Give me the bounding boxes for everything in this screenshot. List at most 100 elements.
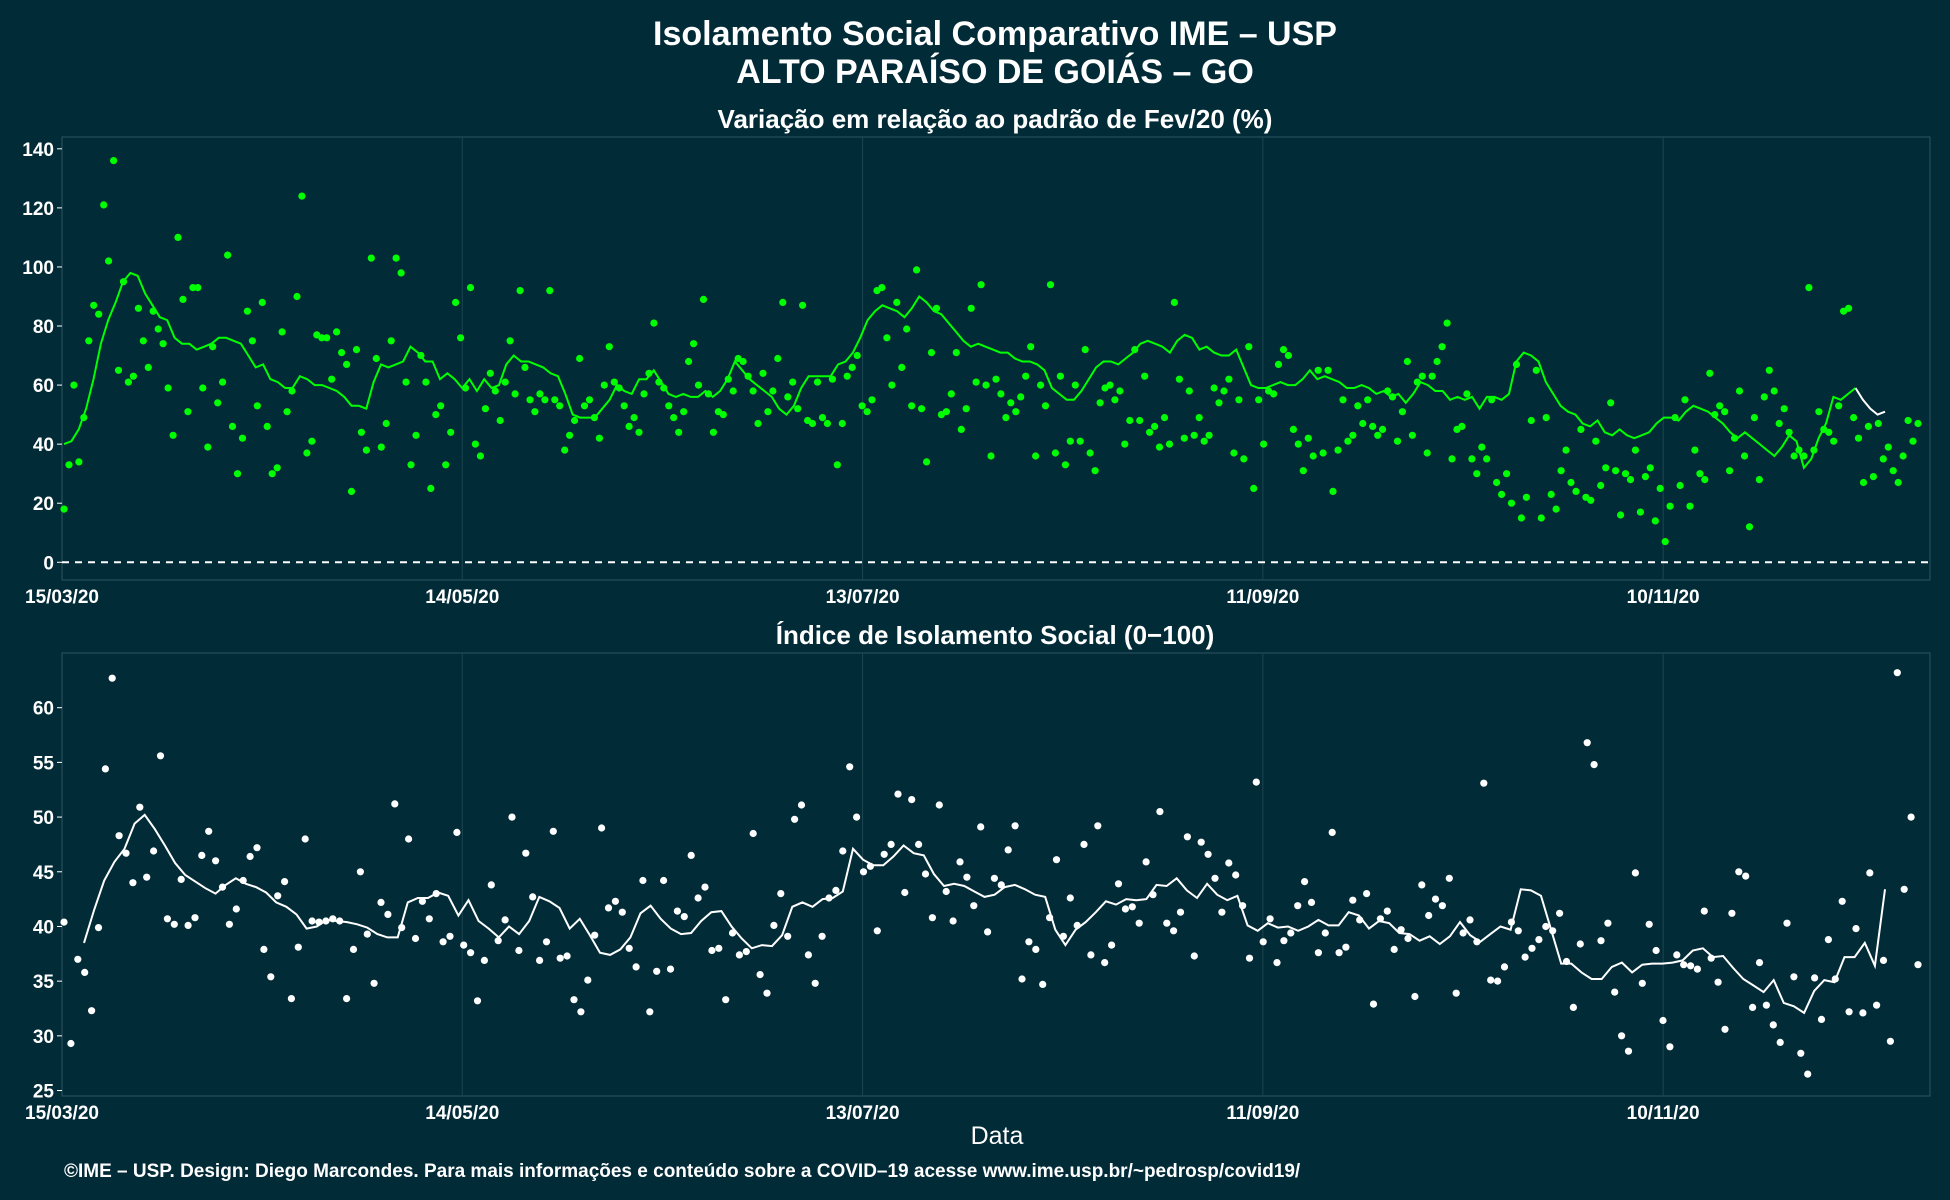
data-point	[1557, 467, 1565, 475]
data-point	[1473, 470, 1481, 478]
data-point	[1037, 381, 1045, 389]
data-point	[80, 414, 88, 422]
data-point	[1463, 390, 1471, 398]
data-point	[105, 257, 113, 265]
data-point	[549, 827, 557, 835]
data-point	[1631, 869, 1639, 877]
data-point	[1602, 464, 1610, 472]
data-point	[915, 840, 923, 849]
data-point	[1498, 490, 1506, 498]
data-point	[1701, 476, 1709, 484]
data-point	[866, 862, 875, 870]
data-point	[1869, 473, 1877, 481]
data-point	[680, 408, 688, 416]
data-point	[1025, 938, 1033, 946]
data-point	[921, 870, 930, 878]
data-point	[1760, 393, 1768, 401]
data-point	[797, 801, 806, 809]
data-point	[1590, 761, 1598, 769]
data-point	[1232, 871, 1240, 879]
data-point	[60, 505, 68, 513]
data-point	[1804, 1070, 1812, 1078]
data-point	[868, 396, 876, 404]
data-point	[442, 461, 450, 469]
data-point	[984, 928, 992, 936]
panel-bottom: 15/03/20 14/05/20 13/07/20 11/09/20 10/11/20…	[25, 652, 1931, 1124]
data-point	[1433, 357, 1441, 366]
data-point	[690, 340, 698, 348]
data-point	[962, 405, 970, 413]
data-point	[1626, 476, 1635, 484]
data-point	[1141, 372, 1149, 380]
data-point	[1542, 414, 1550, 422]
data-point	[977, 823, 985, 831]
data-point	[1473, 938, 1481, 946]
data-point	[556, 402, 564, 410]
data-point	[1507, 499, 1516, 507]
data-point	[615, 384, 623, 392]
data-point	[1225, 859, 1233, 867]
moving-average-line-recent	[1854, 387, 1886, 416]
data-point	[90, 301, 98, 309]
data-point	[888, 381, 896, 389]
data-point	[1537, 514, 1545, 522]
data-point	[506, 337, 514, 345]
data-point	[655, 378, 663, 386]
data-point	[437, 402, 445, 410]
data-point	[1204, 850, 1212, 858]
data-point	[1587, 496, 1595, 504]
data-point	[1041, 402, 1050, 410]
data-point	[1354, 402, 1362, 410]
data-point	[218, 883, 227, 891]
data-point	[85, 337, 93, 345]
data-point	[571, 416, 579, 425]
data-point	[1094, 822, 1102, 830]
data-point	[1259, 938, 1267, 946]
data-point	[1160, 414, 1169, 422]
data-point	[715, 944, 723, 952]
data-point	[372, 354, 380, 363]
x-tick-label: 14/05/20	[425, 1103, 499, 1124]
y-tick-label: 80	[33, 317, 54, 338]
data-point	[1059, 932, 1067, 940]
data-point	[1344, 437, 1352, 445]
data-point	[515, 946, 523, 955]
data-point	[1864, 422, 1872, 430]
data-point	[65, 461, 73, 469]
data-point	[1535, 936, 1543, 944]
data-point	[646, 1008, 654, 1016]
data-point	[952, 349, 960, 357]
data-point	[260, 945, 268, 954]
data-point	[248, 337, 256, 345]
data-point	[1376, 915, 1384, 923]
x-tick-label: 15/03/20	[25, 1103, 99, 1124]
data-point	[362, 446, 370, 454]
data-point	[1576, 940, 1584, 948]
data-point	[561, 446, 569, 454]
data-point	[1617, 511, 1625, 519]
data-point	[551, 396, 559, 404]
data-point	[392, 254, 400, 262]
data-point	[566, 431, 574, 439]
data-point	[724, 375, 732, 383]
y-tick-label: 140	[22, 140, 54, 161]
data-point	[143, 873, 151, 881]
data-point	[81, 968, 89, 977]
data-point	[846, 763, 854, 771]
data-point	[352, 346, 361, 354]
data-point	[422, 378, 430, 386]
data-point	[808, 419, 817, 428]
data-point	[303, 449, 311, 457]
data-point	[1126, 416, 1134, 425]
y-tick-label: 100	[22, 258, 54, 279]
data-point	[205, 827, 213, 835]
data-point	[590, 414, 599, 422]
data-point	[1852, 925, 1860, 933]
data-point	[1052, 856, 1061, 864]
data-point	[1319, 449, 1327, 457]
data-point	[239, 876, 247, 885]
data-point	[1106, 381, 1114, 389]
data-point	[1749, 1003, 1757, 1012]
data-point	[108, 674, 116, 682]
data-point	[1301, 878, 1309, 886]
